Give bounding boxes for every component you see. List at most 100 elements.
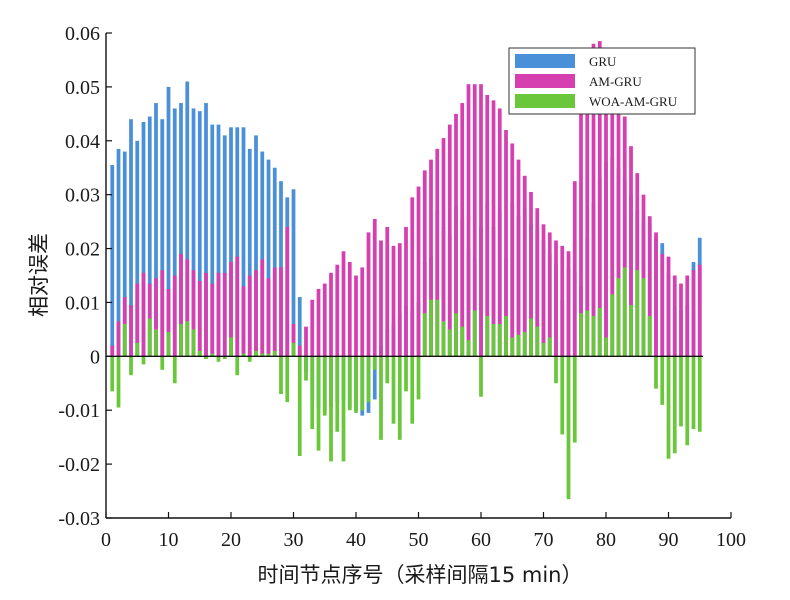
bar-woa-am-gru-29: [285, 356, 290, 403]
bar-gru-24: [254, 135, 258, 357]
legend: GRU AM-GRU WOA-AM-GRU: [508, 47, 696, 115]
bar-woa-am-gru-88: [654, 356, 658, 389]
x-tick-label: 0: [101, 529, 111, 551]
bar-woa-am-gru-21: [235, 356, 240, 376]
bar-am-gru-23: [247, 275, 252, 357]
bar-woa-am-gru-25: [260, 353, 265, 357]
y-tick-label: 0.02: [65, 239, 100, 261]
bar-am-gru-51: [422, 170, 427, 357]
legend-label-gru: GRU: [589, 54, 617, 69]
bar-am-gru-42: [366, 232, 371, 357]
bar-woa-am-gru-3: [122, 324, 127, 357]
bar-woa-am-gru-78: [591, 315, 596, 357]
bar-am-gru-15: [197, 280, 202, 357]
x-tick-label: 80: [596, 529, 616, 551]
bar-am-gru-88: [654, 232, 658, 357]
bar-woa-am-gru-93: [685, 356, 690, 446]
bar-woa-am-gru-10: [166, 332, 171, 357]
bar-woa-am-gru-74: [566, 356, 571, 500]
bar-am-gru-85: [635, 173, 640, 357]
bar-woa-am-gru-65: [510, 337, 515, 357]
bar-woa-am-gru-62: [491, 324, 496, 357]
bar-am-gru-29: [285, 227, 290, 357]
bar-woa-am-gru-28: [279, 356, 283, 395]
bar-am-gru-47: [397, 243, 402, 357]
bar-am-gru-2: [116, 321, 121, 357]
bar-am-gru-30: [291, 324, 296, 357]
bar-woa-am-gru-94: [691, 356, 696, 430]
bars-layer: [110, 41, 702, 500]
bar-woa-am-gru-51: [422, 313, 427, 357]
bar-woa-am-gru-80: [604, 337, 608, 357]
bar-gru-43: [372, 356, 377, 400]
bar-woa-am-gru-14: [191, 329, 196, 357]
bar-am-gru-34: [316, 288, 321, 357]
bar-woa-am-gru-90: [666, 356, 671, 459]
bar-gru-31: [297, 297, 302, 357]
bar-am-gru-90: [666, 256, 671, 357]
bar-am-gru-84: [629, 146, 633, 357]
x-tick-label: 20: [221, 529, 241, 551]
bar-woa-am-gru-75: [572, 356, 577, 443]
bar-woa-am-gru-43: [372, 356, 377, 370]
bar-am-gru-62: [491, 100, 496, 357]
bar-gru-27: [272, 167, 277, 357]
bar-woa-am-gru-20: [229, 337, 233, 357]
bar-gru-10: [166, 86, 171, 357]
bar-am-gru-89: [660, 253, 665, 357]
series-am-gru: [110, 41, 702, 357]
bar-gru-13: [185, 81, 190, 357]
bar-gru-15: [197, 111, 202, 357]
bar-woa-am-gru-57: [460, 326, 465, 357]
bar-gru-3: [122, 151, 127, 357]
bar-am-gru-95: [697, 264, 702, 357]
bar-woa-am-gru-35: [322, 356, 327, 416]
bar-am-gru-64: [504, 130, 508, 357]
bar-woa-am-gru-95: [697, 356, 702, 432]
bar-woa-am-gru-23: [247, 356, 252, 362]
bar-woa-am-gru-71: [547, 337, 552, 357]
bar-woa-am-gru-42: [366, 356, 371, 403]
bar-woa-am-gru-81: [610, 294, 615, 357]
bar-woa-am-gru-60: [479, 356, 483, 397]
bar-woa-am-gru-39: [347, 356, 352, 411]
bar-woa-am-gru-54: [441, 321, 446, 357]
bar-am-gru-17: [210, 283, 215, 357]
bar-woa-am-gru-44: [379, 356, 383, 440]
bar-am-gru-57: [460, 103, 465, 357]
x-tick-label: 90: [659, 529, 679, 551]
bar-woa-am-gru-11: [172, 356, 177, 384]
legend-swatch-am-gru: [515, 74, 575, 88]
bar-am-gru-92: [679, 283, 683, 357]
bar-woa-am-gru-4: [129, 356, 133, 376]
bar-am-gru-19: [222, 272, 227, 357]
bar-am-gru-1: [110, 345, 115, 357]
bar-am-gru-65: [510, 143, 515, 357]
bar-am-gru-77: [585, 65, 590, 357]
bar-woa-am-gru-87: [647, 315, 652, 357]
bar-gru-26: [266, 159, 271, 357]
bar-woa-am-gru-64: [504, 315, 508, 357]
bar-gru-1: [110, 165, 115, 357]
bar-woa-am-gru-91: [672, 356, 677, 454]
bar-woa-am-gru-8: [154, 329, 158, 357]
bar-woa-am-gru-61: [485, 315, 490, 357]
bar-am-gru-16: [204, 272, 208, 357]
bar-woa-am-gru-36: [329, 356, 333, 462]
bar-am-gru-83: [622, 116, 627, 357]
bar-gru-17: [210, 124, 215, 357]
bar-am-gru-20: [229, 262, 233, 357]
bar-am-gru-91: [672, 275, 677, 357]
bar-woa-am-gru-33: [310, 356, 315, 430]
bar-gru-25: [260, 151, 265, 357]
y-tick-label: 0.06: [65, 23, 100, 45]
bar-am-gru-41: [360, 267, 365, 357]
bar-am-gru-43: [372, 218, 377, 357]
bar-am-gru-82: [616, 86, 621, 357]
bar-gru-18: [216, 124, 221, 357]
y-tick-label: 0.01: [65, 292, 100, 314]
bar-woa-am-gru-7: [147, 318, 152, 357]
bar-woa-am-gru-18: [216, 356, 221, 362]
bar-woa-am-gru-9: [160, 356, 165, 370]
bar-am-gru-37: [335, 264, 340, 357]
